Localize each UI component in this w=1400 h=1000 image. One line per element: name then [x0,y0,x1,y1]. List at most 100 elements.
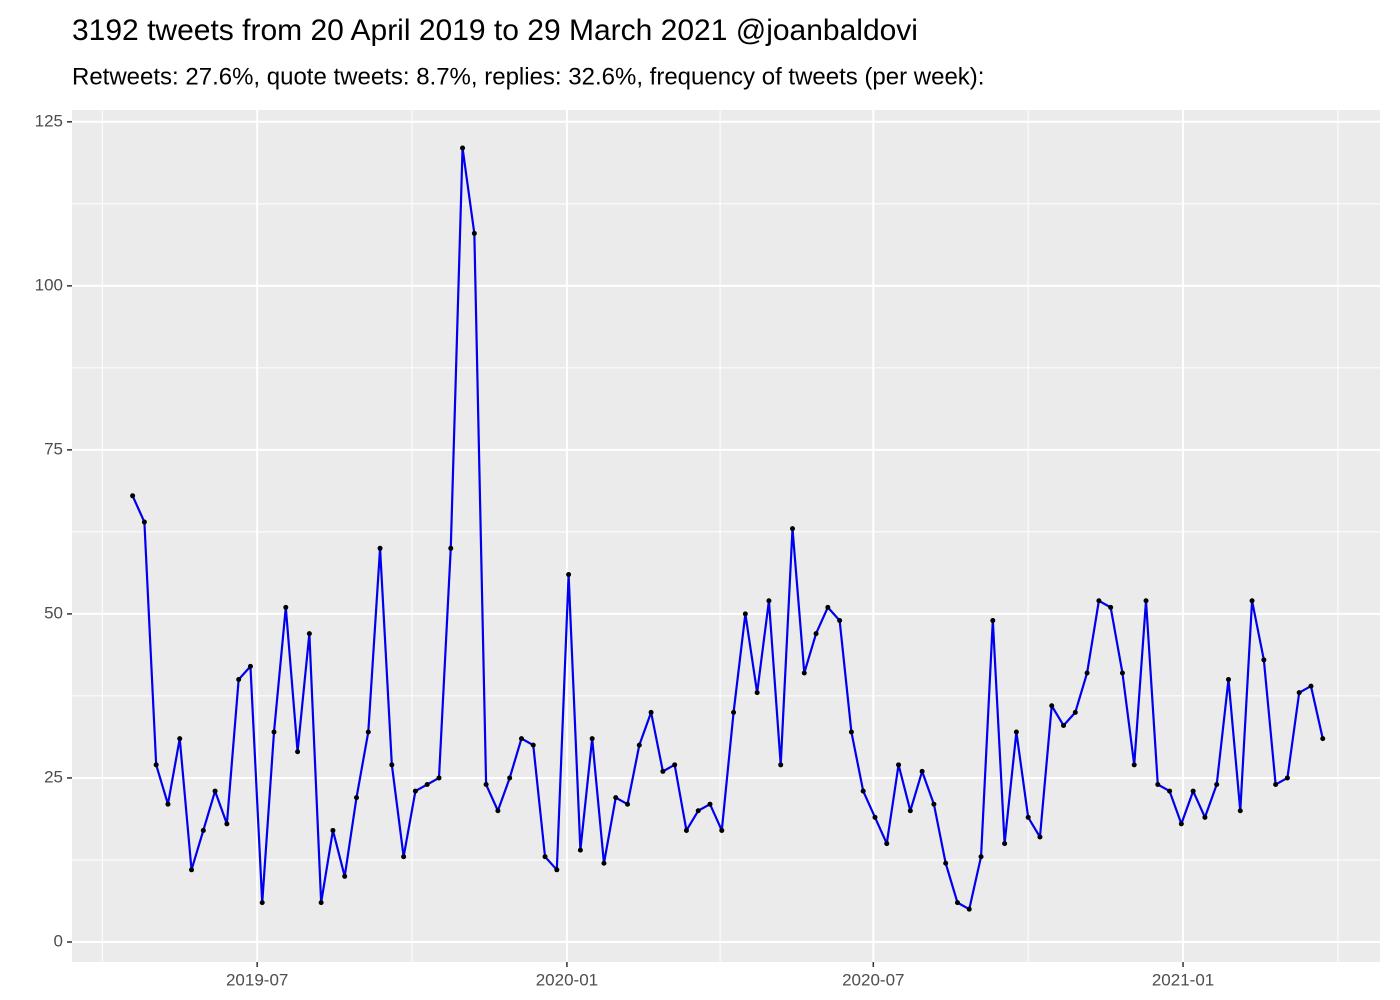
data-point [448,545,454,551]
data-point [954,900,960,906]
data-line [131,146,1324,911]
y-tick-label: 100 [35,275,63,294]
data-point [1155,782,1161,788]
y-tick-label: 75 [44,439,63,458]
y-tick-label: 50 [44,603,63,622]
data-point [130,493,136,499]
data-point [412,788,418,794]
data-point [401,854,407,860]
data-point [801,670,807,676]
data-point [884,841,890,847]
data-point [1013,729,1019,735]
data-point [1037,834,1043,840]
y-tick-label: 25 [44,767,63,786]
data-point [1284,775,1290,781]
data-point [212,788,218,794]
data-point [507,775,513,781]
data-point [1178,821,1184,827]
data-point [436,775,442,781]
data-point [683,827,689,833]
data-point [189,867,195,873]
data-point [1072,709,1078,715]
data-point [931,801,937,807]
data-point [271,729,277,735]
data-point [342,873,348,879]
data-point [1202,814,1208,820]
data-point [1249,598,1255,604]
data-point [966,906,972,912]
x-tick-label: 2019-07 [226,970,288,989]
data-point [1119,670,1125,676]
data-point [424,782,430,788]
data-point [259,900,265,906]
data-point [990,617,996,623]
data-point [1096,598,1102,604]
data-point [200,827,206,833]
data-point [660,768,666,774]
data-point [295,749,301,755]
x-tick-label: 2020-07 [842,970,904,989]
x-tick-label: 2021-01 [1152,970,1214,989]
data-point [1320,736,1326,742]
data-point [1273,782,1279,788]
chart-title: 3192 tweets from 20 April 2019 to 29 Mar… [72,14,918,47]
data-point [672,762,678,768]
data-point [224,821,230,827]
data-point [1167,788,1173,794]
data-point [1190,788,1196,794]
data-point [695,808,701,814]
data-point [283,604,289,610]
data-point [460,145,466,151]
data-point [1308,683,1314,689]
data-point [1061,722,1067,728]
data-point [141,519,147,525]
data-point [365,729,371,735]
data-point [837,617,843,623]
data-point [719,827,725,833]
data-point [589,736,595,742]
data-point [542,854,548,860]
data-point [943,860,949,866]
data-point [236,677,242,683]
chart-subtitle: Retweets: 27.6%, quote tweets: 8.7%, rep… [72,63,984,90]
data-point [731,709,737,715]
y-tick-label: 0 [54,931,63,950]
data-point [848,729,854,735]
plot-panel [72,110,1380,962]
data-point [613,795,619,801]
data-point [1237,808,1243,814]
data-point [247,663,253,669]
data-point [860,788,866,794]
y-tick-label: 125 [35,111,63,130]
data-point [907,808,913,814]
data-point [1131,762,1137,768]
data-point [495,808,501,814]
data-point [1296,690,1302,696]
data-point [330,827,336,833]
data-point [754,690,760,696]
data-point [177,736,183,742]
data-point [625,801,631,807]
data-point [778,762,784,768]
data-point [742,611,748,617]
data-point [813,631,819,637]
data-point [1214,782,1220,788]
data-point [872,814,878,820]
data-point [165,801,171,807]
data-point [577,847,583,853]
data-point [766,598,772,604]
data-point [707,801,713,807]
x-tick-label: 2020-01 [536,970,598,989]
data-point [1225,677,1231,683]
data-point [389,762,395,768]
data-point [471,230,477,236]
data-point [1084,670,1090,676]
data-point [636,742,642,748]
data-point [1143,598,1149,604]
data-point [601,860,607,866]
data-point [1049,703,1055,709]
data-point [919,768,925,774]
data-point [1261,657,1267,663]
data-point [825,604,831,610]
